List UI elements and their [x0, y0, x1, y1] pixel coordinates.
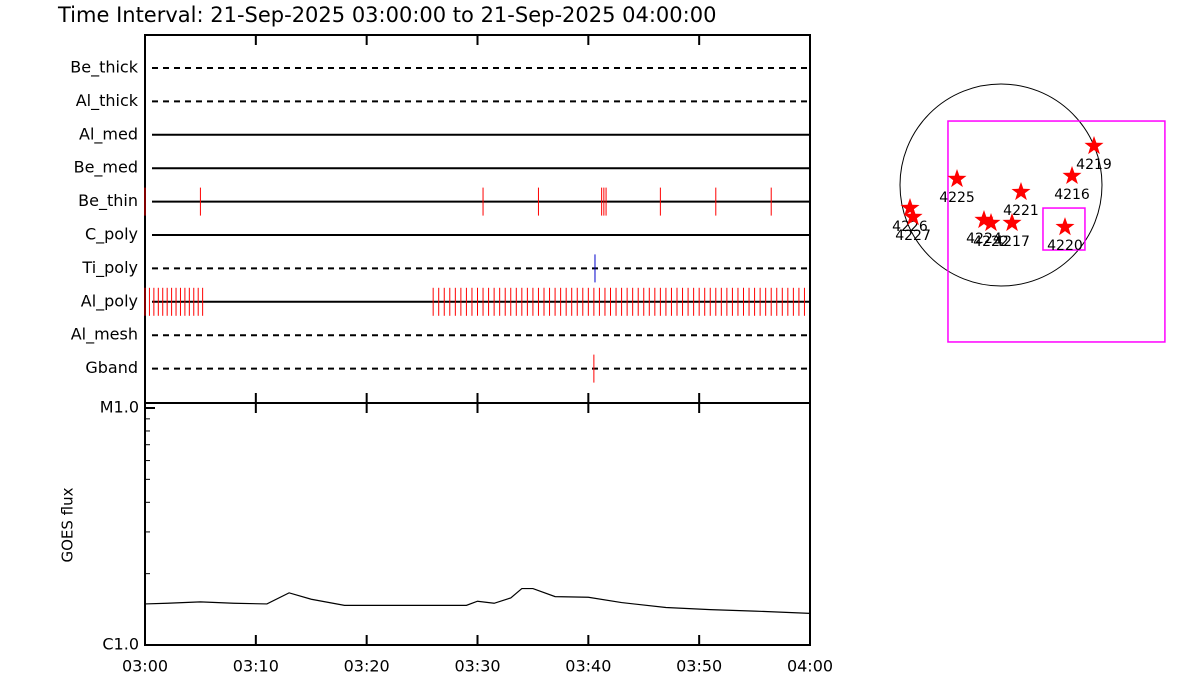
- chart-title: Time Interval: 21-Sep-2025 03:00:00 to 2…: [57, 3, 716, 27]
- row-label: Al_mesh: [71, 325, 138, 345]
- row-label: Gband: [85, 358, 138, 377]
- region-star: [1062, 166, 1082, 184]
- region-label: 4219: [1076, 157, 1112, 173]
- region-star: [903, 207, 923, 226]
- goes-frame: [144, 402, 811, 646]
- region-star: [1055, 217, 1075, 236]
- row-label: Be_med: [74, 158, 138, 178]
- row-label: Al_med: [79, 124, 138, 144]
- y-tick-label: C1.0: [102, 635, 139, 654]
- region-label: 4222: [973, 234, 1009, 250]
- region-label: 4226: [892, 219, 928, 235]
- row-label: C_poly: [85, 225, 138, 245]
- timeline-frame: [144, 34, 811, 404]
- x-tick-label: 03:00: [122, 657, 168, 676]
- y-axis-label: GOES flux: [59, 487, 77, 562]
- x-tick-label: 03:10: [233, 657, 279, 676]
- region-label: 4221: [1003, 203, 1039, 219]
- region-star: [974, 210, 994, 229]
- region-label: 4225: [939, 190, 975, 206]
- fov-box: [947, 120, 1166, 343]
- row-label: Al_poly: [81, 291, 138, 311]
- region-label: 4216: [1054, 187, 1090, 203]
- solar-disk: [899, 83, 1103, 287]
- region-label: 4220: [1047, 238, 1083, 254]
- region-star: [1011, 182, 1031, 201]
- goes-curve: [144, 587, 811, 614]
- row-label: Ti_poly: [81, 258, 138, 278]
- row-label: Al_thick: [76, 91, 139, 111]
- fov-box: [1042, 207, 1086, 251]
- region-label: 4224: [966, 231, 1002, 247]
- x-tick-label: 03:40: [565, 657, 611, 676]
- x-tick-label: 03:50: [676, 657, 722, 676]
- region-label: 4227: [895, 228, 931, 244]
- row-label: Be_thick: [70, 58, 138, 78]
- row-label: Be_thin: [78, 191, 138, 211]
- region-label: 4217: [994, 234, 1030, 250]
- y-tick-label: M1.0: [100, 398, 139, 417]
- x-tick-label: 04:00: [787, 657, 833, 676]
- x-tick-label: 03:20: [344, 657, 390, 676]
- region-star: [947, 169, 967, 188]
- region-star: [900, 198, 920, 217]
- region-star: [1002, 213, 1022, 232]
- region-star: [981, 213, 1001, 232]
- region-star: [1084, 136, 1104, 155]
- x-tick-label: 03:30: [454, 657, 500, 676]
